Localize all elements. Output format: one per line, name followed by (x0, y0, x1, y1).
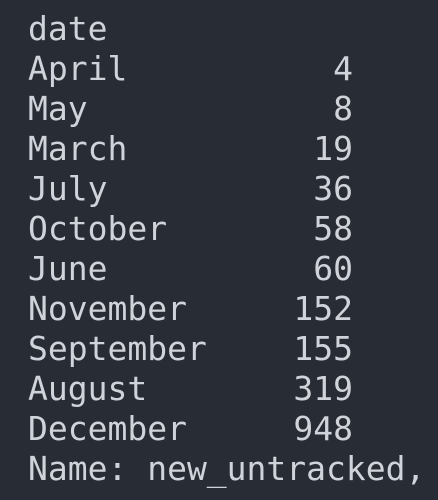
index-name-label: date (28, 9, 108, 48)
series-name-footer: Name: new_untracked, (28, 449, 426, 488)
series-row: May 8 (28, 89, 358, 129)
row-value: 58 (313, 209, 353, 248)
series-row: June 60 (28, 249, 358, 289)
row-value: 19 (313, 129, 353, 168)
row-value: 152 (293, 289, 353, 328)
row-value: 319 (293, 369, 353, 408)
row-label: June (28, 249, 108, 288)
row-label: March (28, 129, 128, 168)
row-label: September (28, 329, 207, 368)
row-value: 60 (313, 249, 353, 288)
row-label: December (28, 409, 187, 448)
row-label: November (28, 289, 187, 328)
row-value: 36 (313, 169, 353, 208)
row-label: August (28, 369, 148, 408)
series-row: August 319 (28, 369, 358, 409)
series-row: December 948 (28, 409, 358, 449)
row-label: April (28, 49, 128, 88)
row-value: 8 (333, 89, 353, 128)
series-row: April 4 (28, 49, 358, 89)
row-value: 4 (333, 49, 353, 88)
row-value: 948 (293, 409, 353, 448)
series-row: September 155 (28, 329, 358, 369)
row-label: May (28, 89, 88, 128)
series-rows: April 4 May 8 March 19 July 36 October 5… (28, 49, 358, 449)
row-label: July (28, 169, 108, 208)
row-value: 155 (293, 329, 353, 368)
row-label: October (28, 209, 168, 248)
series-row: October 58 (28, 209, 358, 249)
series-row: July 36 (28, 169, 358, 209)
series-row: March 19 (28, 129, 358, 169)
series-row: November 152 (28, 289, 358, 329)
